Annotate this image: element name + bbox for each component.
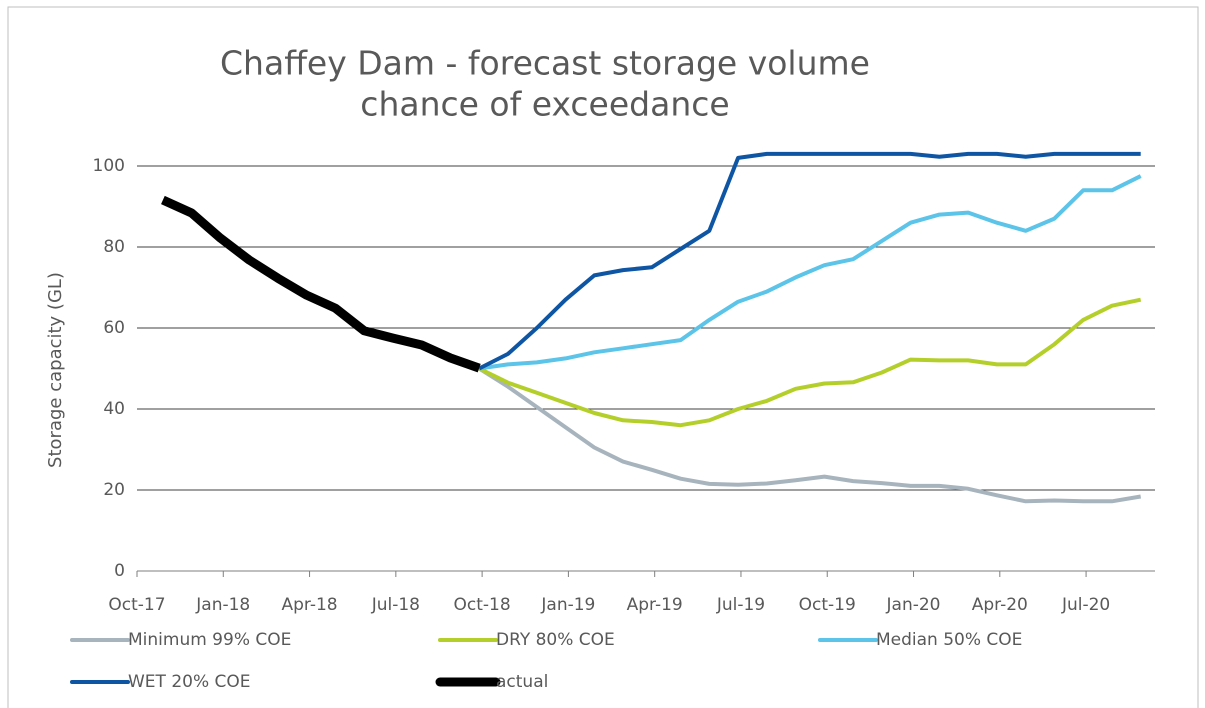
y-axis-label: Storage capacity (GL) — [45, 272, 66, 468]
legend-label: actual — [496, 672, 548, 692]
x-tick-label: Apr-18 — [282, 595, 338, 615]
x-tick-label: Oct-17 — [108, 595, 165, 615]
chart-frame — [7, 6, 1199, 708]
x-tick-label: Jul-18 — [371, 595, 420, 615]
x-tick-label: Jan-18 — [195, 595, 250, 615]
series-line — [161, 195, 481, 373]
chart-title: Chaffey Dam - forecast storage volume — [220, 44, 870, 83]
x-tick-label: Oct-19 — [799, 595, 856, 615]
y-tick-label: 60 — [103, 318, 125, 338]
x-tick-label: Jul-19 — [716, 595, 765, 615]
series-line — [478, 297, 1142, 428]
series-line — [478, 174, 1142, 371]
x-tick-label: Jan-20 — [886, 595, 941, 615]
y-tick-label: 40 — [103, 399, 125, 419]
x-tick-label: Apr-20 — [972, 595, 1028, 615]
x-tick-label: Apr-19 — [627, 595, 683, 615]
legend-label: Minimum 99% COE — [128, 630, 291, 650]
series-line — [478, 366, 1142, 504]
x-tick-label: Jul-20 — [1061, 595, 1110, 615]
series-line — [478, 151, 1141, 371]
chart-title: chance of exceedance — [360, 85, 729, 124]
legend-label: Median 50% COE — [876, 630, 1022, 650]
y-tick-label: 20 — [103, 480, 125, 500]
legend-label: WET 20% COE — [128, 672, 251, 692]
x-tick-label: Oct-18 — [454, 595, 511, 615]
y-tick-label: 100 — [93, 156, 125, 176]
y-tick-label: 80 — [103, 237, 125, 257]
x-tick-label: Jan-19 — [540, 595, 595, 615]
legend-label: DRY 80% COE — [496, 630, 615, 650]
y-tick-label: 0 — [114, 561, 125, 581]
